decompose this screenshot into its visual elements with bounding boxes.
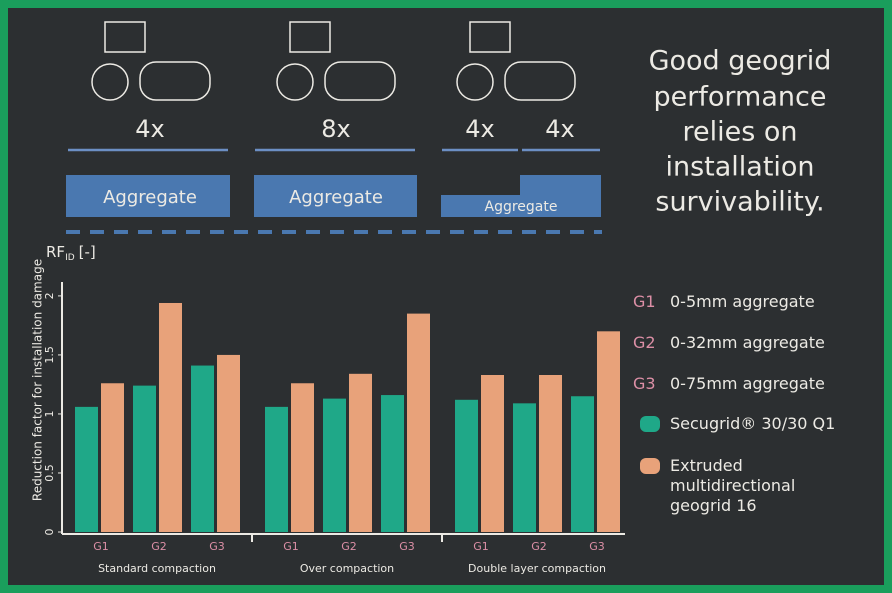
bar <box>101 383 124 532</box>
headline-line: Good geogrid <box>649 46 832 77</box>
x-tick-label: G1 <box>93 540 109 553</box>
legend-label: 0-5mm aggregate <box>670 292 815 312</box>
bar <box>349 374 372 532</box>
y-tick-label: 1 <box>43 410 56 417</box>
bar <box>455 400 478 532</box>
x-tick-label: G1 <box>473 540 489 553</box>
x-tick-label: G2 <box>341 540 357 553</box>
group-label: Over compaction <box>300 562 394 575</box>
x-tick-label: G3 <box>209 540 225 553</box>
bar <box>381 395 404 532</box>
legend-key: G2 <box>633 333 656 353</box>
layer-label: Aggregate <box>289 187 383 208</box>
headline-line: installation <box>665 152 814 183</box>
legend-key: G3 <box>633 374 656 394</box>
bar <box>539 375 562 532</box>
bar <box>571 396 594 532</box>
group-label: Standard compaction <box>98 562 216 575</box>
y-unit-unit: [-] <box>79 243 96 261</box>
y-unit-subscript: ID <box>65 253 75 263</box>
bar <box>159 303 182 532</box>
headline-line: relies on <box>682 117 797 148</box>
bar <box>133 386 156 532</box>
bar <box>597 331 620 532</box>
legend-label: 0-32mm aggregate <box>670 333 825 353</box>
bar <box>265 407 288 532</box>
passes: 4x <box>545 115 574 143</box>
y-tick-label: 2 <box>43 292 56 299</box>
passes: 4x <box>465 115 494 143</box>
bar <box>217 355 240 532</box>
y-tick-label: 1.5 <box>43 346 56 364</box>
bar <box>323 399 346 532</box>
x-tick-label: G3 <box>589 540 605 553</box>
bar <box>75 407 98 532</box>
page: 4x 8x 4x 4x Aggregate Aggregate Aggregat… <box>0 0 892 593</box>
y-unit: RFID [-] <box>46 243 96 263</box>
rollers <box>92 22 575 100</box>
layer-label: Aggregate <box>103 187 197 208</box>
legend-swatch <box>640 416 660 432</box>
legend-key: G1 <box>633 292 656 312</box>
x-tick-label: G3 <box>399 540 415 553</box>
y-unit-symbol: RF <box>46 243 65 261</box>
y-tick-label: 0.5 <box>43 464 56 482</box>
bar <box>191 366 214 532</box>
bar <box>291 383 314 532</box>
bar <box>407 314 430 532</box>
x-tick-label: G1 <box>283 540 299 553</box>
headline-line: survivability. <box>655 187 824 218</box>
y-tick-label: 0 <box>43 529 56 536</box>
headline: Good geogrid performance relies on insta… <box>649 46 832 218</box>
headline-line: performance <box>654 82 827 113</box>
passes: 4x <box>135 115 164 143</box>
x-tick-label: G2 <box>531 540 547 553</box>
bar <box>513 403 536 532</box>
legend-label: 0-75mm aggregate <box>670 374 825 394</box>
legend-label: Extruded multidirectional geogrid 16 <box>670 456 850 516</box>
layer-label: Aggregate <box>485 199 558 215</box>
legend-label: Secugrid® 30/30 Q1 <box>670 414 850 434</box>
legend-swatch <box>640 458 660 474</box>
x-tick-label: G2 <box>151 540 167 553</box>
passes: 8x <box>321 115 350 143</box>
bar <box>481 375 504 532</box>
group-label: Double layer compaction <box>468 562 606 575</box>
